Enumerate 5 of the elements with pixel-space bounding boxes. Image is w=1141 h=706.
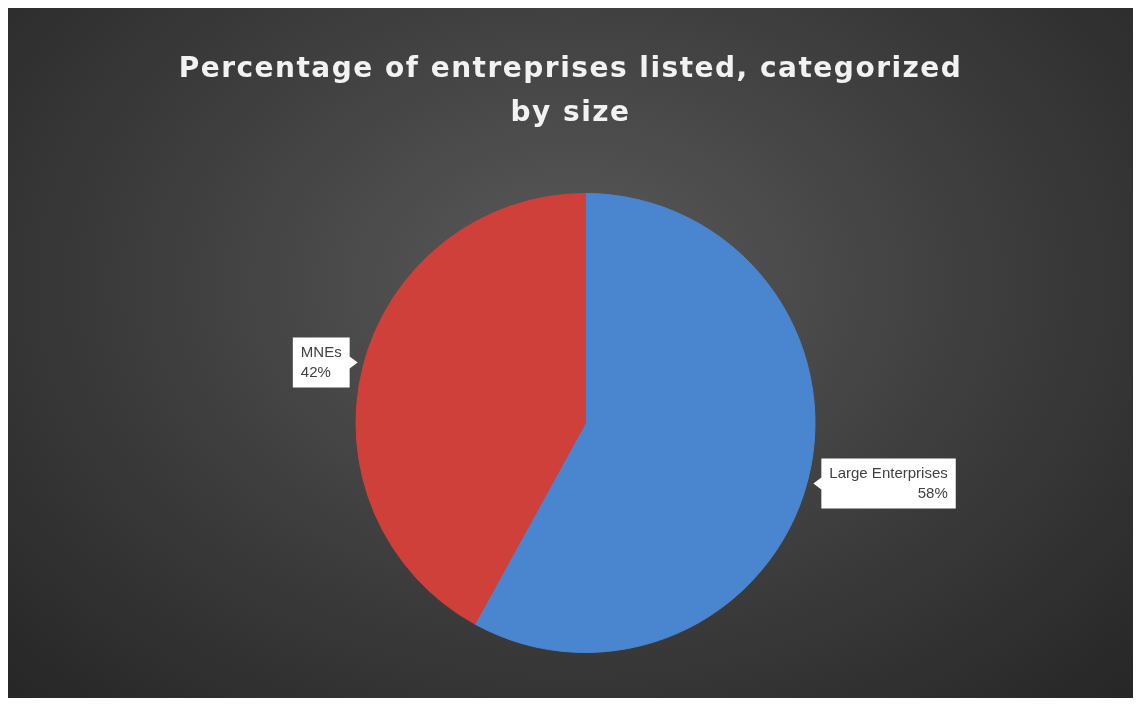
slice-label: MNEs xyxy=(300,342,342,360)
chart-title: Percentage of entreprises listed, categorized by size xyxy=(177,50,964,130)
data-label: 42% xyxy=(300,362,331,380)
data-label: 58% xyxy=(917,483,948,501)
slice-label: Large Enterprises xyxy=(829,463,948,481)
